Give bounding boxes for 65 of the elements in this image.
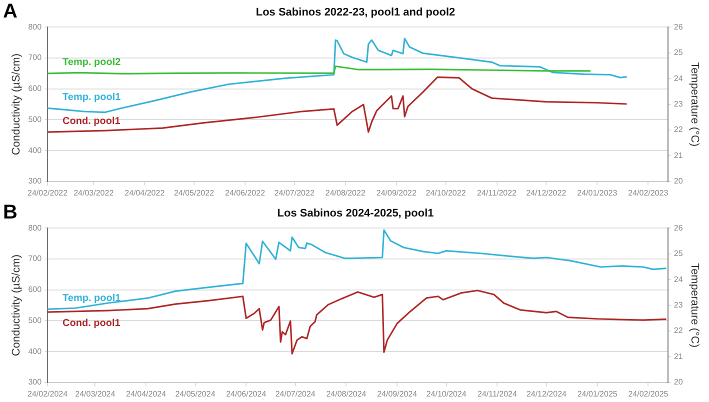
y2-tick-label: 25 (674, 48, 684, 58)
y2-tick-label: 21 (674, 150, 684, 160)
y-axis-title: Conductivity (µS/cm) (10, 254, 23, 356)
y2-tick-label: 22 (674, 125, 684, 134)
y-tick-label: 800 (28, 223, 42, 232)
x-tick-label: 24/03/2024 (75, 389, 116, 398)
y-tick-label: 400 (28, 346, 42, 356)
y2-tick-label: 26 (674, 22, 684, 32)
y-tick-label: 500 (28, 316, 42, 325)
y-tick-label: 700 (28, 53, 42, 62)
y2-tick-label: 21 (674, 352, 684, 361)
y-tick-label: 700 (28, 254, 42, 264)
y-tick-label: 600 (28, 84, 42, 94)
x-tick-label: 24/09/2022 (376, 188, 417, 198)
y-tick-label: 300 (28, 378, 42, 387)
x-tick-label: 24/01/2023 (577, 188, 618, 198)
y2-tick-label: 25 (674, 249, 684, 258)
x-tick-label: 24/10/2024 (426, 389, 467, 398)
y-tick-label: 300 (28, 176, 42, 186)
y2-tick-label: 23 (674, 300, 684, 310)
x-tick-label: 24/01/2025 (577, 389, 618, 398)
x-tick-label: 24/05/2024 (175, 389, 216, 398)
x-tick-label: 24/05/2022 (174, 188, 215, 198)
x-tick-label: 24/07/2022 (274, 188, 315, 198)
x-tick-label: 24/07/2024 (275, 389, 316, 398)
series-label: Cond. pool1 (62, 116, 121, 127)
y-tick-label: 600 (28, 285, 42, 294)
x-tick-label: 24/09/2024 (377, 389, 418, 398)
series-label: Temp. pool1 (62, 92, 122, 103)
y2-tick-label: 23 (674, 100, 684, 109)
y2-tick-label: 22 (674, 326, 684, 336)
x-tick-label: 24/10/2022 (426, 188, 466, 198)
x-tick-label: 24/02/2025 (628, 389, 669, 398)
chart-title: Los Sabinos 2024-2025, pool1 (277, 208, 434, 220)
y2-tick-label: 20 (674, 378, 684, 387)
x-tick-label: 24/04/2022 (124, 188, 166, 198)
x-tick-label: 24/06/2024 (226, 389, 267, 398)
x-tick-label: 24/12/2024 (526, 389, 568, 398)
y2-axis-title: Temperature (°C) (688, 263, 700, 348)
text: A (3, 0, 18, 23)
y2-tick-label: 26 (674, 223, 684, 232)
y-tick-label: 800 (28, 22, 42, 32)
y-tick-label: 400 (28, 146, 42, 155)
y2-axis-title: Temperature (°C) (688, 62, 700, 147)
chart-title: Los Sabinos 2022-23, pool1 and pool2 (256, 6, 456, 19)
x-tick-label: 24/02/2024 (28, 389, 68, 398)
x-tick-label: 24/08/2024 (326, 389, 367, 398)
x-tick-label: 24/02/2022 (28, 188, 68, 198)
y2-tick-label: 24 (674, 274, 684, 284)
x-tick-label: 24/08/2022 (325, 188, 366, 198)
series-label: Temp. pool1 (62, 292, 122, 304)
y-tick-label: 500 (28, 114, 42, 124)
series-label: Temp. pool2 (62, 57, 122, 68)
x-tick-label: 24/12/2022 (526, 188, 567, 198)
x-tick-label: 24/02/2023 (628, 188, 669, 198)
y2-tick-label: 20 (674, 176, 684, 186)
x-tick-label: 24/06/2022 (224, 188, 266, 198)
series-label: Cond. pool1 (62, 318, 121, 329)
text: B (3, 202, 18, 224)
y2-tick-label: 24 (674, 74, 684, 83)
x-tick-label: 24/04/2024 (126, 389, 167, 398)
x-tick-label: 24/03/2022 (74, 188, 114, 198)
y-axis-title: Conductivity (µS/cm) (10, 53, 23, 156)
x-tick-label: 24/11/2022 (477, 188, 518, 198)
x-tick-label: 24/11/2024 (477, 389, 518, 398)
